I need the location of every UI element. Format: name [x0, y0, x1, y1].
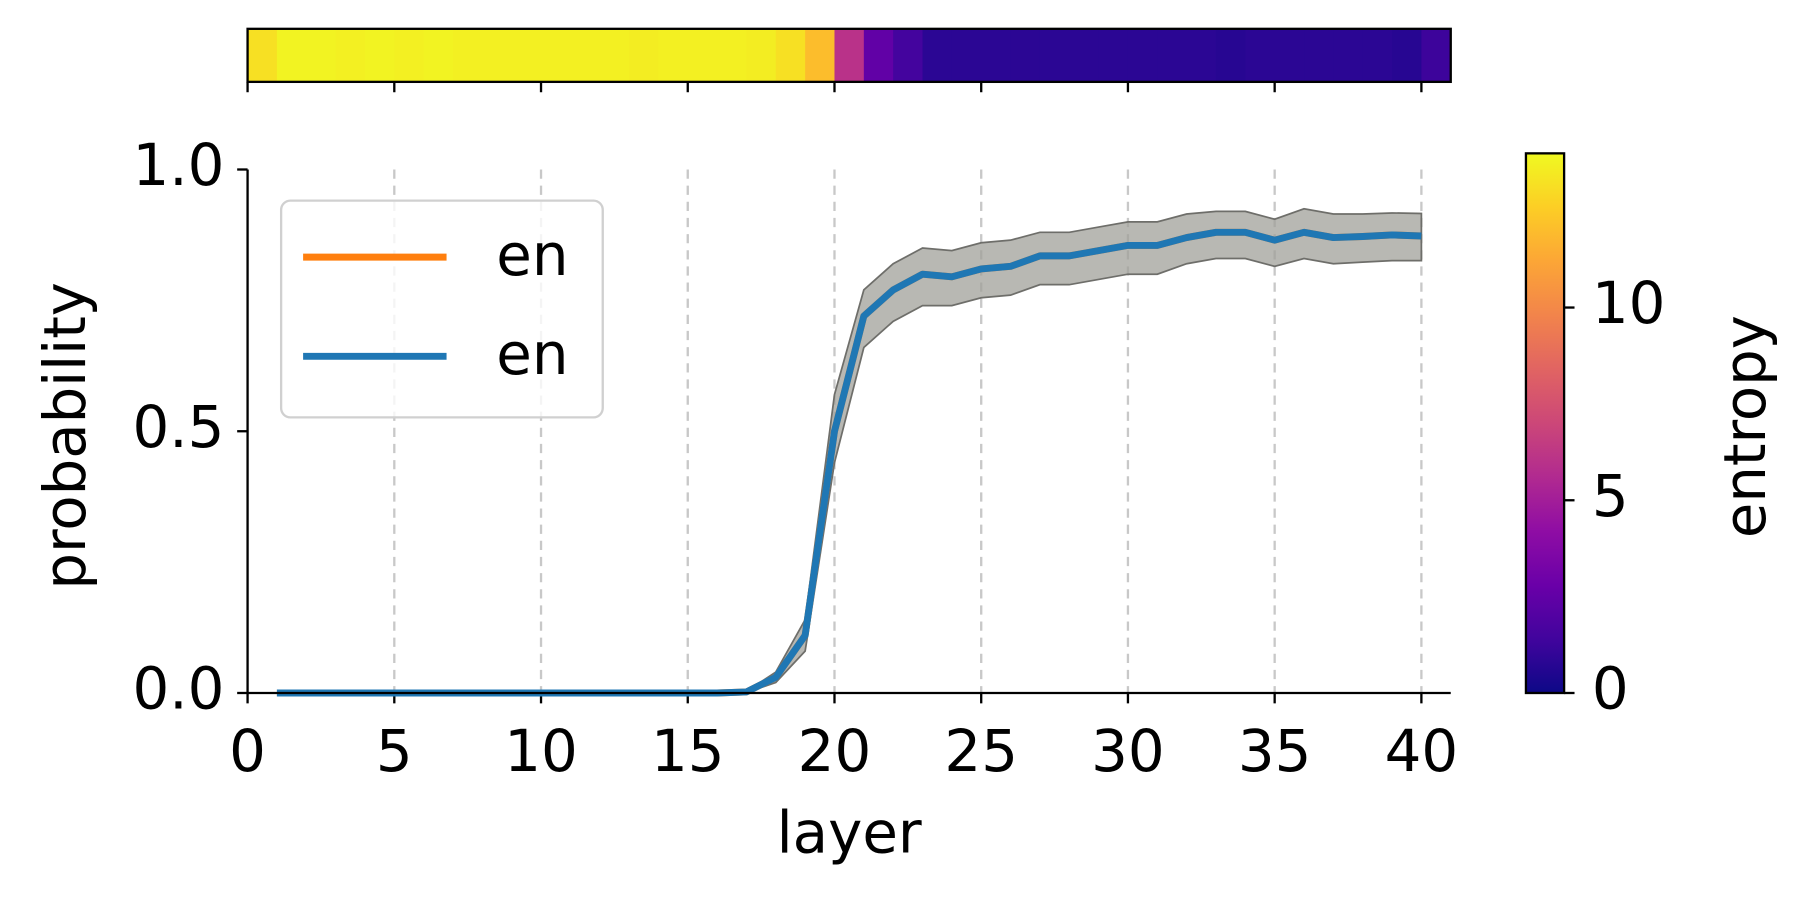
- entropy-cell: [364, 28, 395, 82]
- colorbar-tick-label: 5: [1592, 462, 1629, 530]
- entropy-cell: [541, 28, 571, 82]
- entropy-cell: [1069, 28, 1100, 82]
- entropy-cell: [951, 28, 982, 82]
- entropy-cell: [687, 28, 718, 82]
- entropy-cell: [746, 28, 777, 82]
- entropy-cell: [834, 28, 865, 82]
- y-tick-label: 0.5: [132, 393, 224, 461]
- x-tick-label: 40: [1385, 717, 1459, 785]
- entropy-cell: [863, 28, 894, 82]
- x-tick-label: 10: [504, 717, 578, 785]
- entropy-cell: [1157, 28, 1188, 82]
- y-tick-label: 1.0: [132, 131, 224, 199]
- x-tick-label: 15: [651, 717, 725, 785]
- x-tick-label: 20: [798, 717, 872, 785]
- entropy-cell: [805, 28, 836, 82]
- entropy-cell: [1098, 28, 1129, 82]
- entropy-cell: [276, 28, 307, 82]
- colorbar: [1524, 152, 1566, 695]
- entropy-cell: [452, 28, 483, 82]
- legend-label: en: [496, 221, 568, 289]
- entropy-cell: [570, 28, 601, 82]
- entropy-cell: [1274, 28, 1305, 82]
- entropy-cell: [394, 28, 425, 82]
- entropy-cell: [775, 28, 806, 82]
- entropy-cell: [599, 28, 630, 82]
- x-tick-label: 25: [944, 717, 1018, 785]
- x-tick-label: 0: [229, 717, 266, 785]
- entropy-cell: [1421, 28, 1452, 82]
- entropy-cell: [1215, 28, 1246, 82]
- entropy-cell: [922, 28, 953, 82]
- entropy-cell: [1127, 28, 1158, 82]
- y-axis-label: probability: [31, 282, 99, 590]
- entropy-cell: [1392, 28, 1422, 82]
- entropy-cell: [482, 28, 513, 82]
- colorbar-tick-label: 10: [1592, 269, 1666, 337]
- entropy-cell: [1010, 28, 1041, 82]
- entropy-cell: [629, 28, 659, 82]
- entropy-cell: [717, 28, 748, 82]
- legend-label: en: [496, 320, 568, 388]
- colorbar-label: entropy: [1711, 315, 1779, 538]
- entropy-cell: [1039, 28, 1070, 82]
- entropy-cell: [423, 28, 454, 82]
- entropy-strip-frame: [246, 27, 1452, 84]
- entropy-cell: [511, 28, 542, 82]
- x-axis-label: layer: [777, 799, 922, 867]
- entropy-cell: [335, 28, 366, 82]
- entropy-cell: [306, 28, 337, 82]
- entropy-cell: [1362, 28, 1393, 82]
- entropy-cell: [1333, 28, 1364, 82]
- entropy-cell: [1245, 28, 1276, 82]
- x-tick-label: 5: [376, 717, 413, 785]
- y-tick-label: 0.0: [132, 655, 224, 723]
- colorbar-tick-label: 0: [1592, 655, 1629, 723]
- entropy-cell: [893, 28, 924, 82]
- entropy-cell: [658, 28, 689, 82]
- entropy-cell: [1304, 28, 1334, 82]
- x-tick-label: 30: [1091, 717, 1165, 785]
- x-tick-label: 35: [1238, 717, 1312, 785]
- entropy-cell: [981, 28, 1012, 82]
- entropy-cell: [247, 28, 278, 82]
- entropy-cell: [1186, 28, 1217, 82]
